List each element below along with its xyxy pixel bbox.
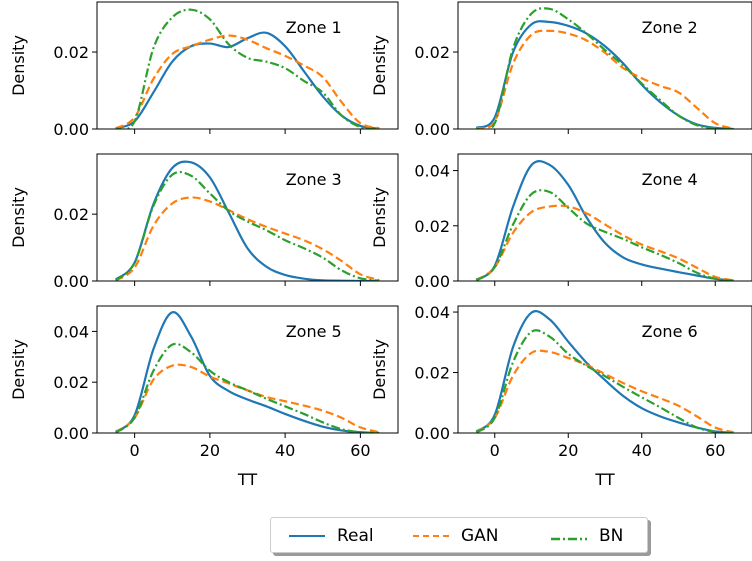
panel-title: Zone 4: [642, 170, 698, 189]
panel-title: Zone 2: [642, 18, 698, 37]
axes-frame: [96, 153, 399, 282]
series-line-real: [475, 160, 734, 281]
legend-item-bn: BN: [551, 525, 623, 547]
y-axis-label: Density: [9, 35, 28, 96]
legend-label-real: Real: [337, 526, 374, 546]
x-axis-label: TT: [594, 470, 614, 489]
series-line-real: [475, 20, 734, 129]
series-group: [475, 7, 734, 129]
legend-label-bn: BN: [599, 526, 624, 546]
x-axis-label: TT: [237, 470, 257, 489]
axes-frame: [457, 153, 752, 282]
axes-frame: [457, 305, 752, 434]
y-axis-label: Density: [370, 35, 389, 96]
y-tick-label: 0.02: [414, 43, 450, 62]
x-tick-label: 40: [632, 441, 652, 460]
series-line-gan: [475, 29, 734, 129]
panel-zone-4: 0.00 0.02 0.04 Density Zone 4: [370, 153, 752, 291]
y-tick-label: 0.02: [414, 217, 450, 236]
axes-frame: [96, 305, 399, 434]
y-tick-label: 0.00: [53, 120, 89, 139]
y-tick-label: 0.00: [414, 272, 450, 291]
y-axis-label: Density: [9, 187, 28, 248]
y-tick-label: 0.04: [414, 162, 450, 181]
y-tick-label: 0.04: [414, 303, 450, 322]
series-line-gan: [475, 349, 734, 433]
y-tick-label: 0.00: [53, 272, 89, 291]
panel-zone-6: 0.00 0.02 0.04 Density Zone 6 0 20 40 60 TT: [370, 303, 752, 489]
series-group: [475, 160, 734, 281]
series-group: [475, 310, 734, 433]
series-line-real: [115, 311, 380, 433]
panel-title: Zone 6: [642, 322, 698, 341]
axes-frame: [457, 1, 752, 130]
panel-zone-1: 0.00 0.02 Density Zone 1: [9, 1, 399, 139]
y-tick-label: 0.02: [414, 364, 450, 383]
series-line-bn: [475, 189, 734, 281]
x-tick-label: 40: [275, 441, 295, 460]
series-line-gan: [115, 363, 380, 433]
series-line-bn: [115, 342, 380, 433]
y-tick-label: 0.02: [53, 373, 89, 392]
x-tick-label: 60: [350, 441, 370, 460]
legend-swatch-bn-svg: [551, 537, 587, 541]
x-tick-label: 20: [558, 441, 578, 460]
series-line-gan: [115, 196, 380, 281]
series-line-bn: [476, 7, 734, 129]
y-tick-label: 0.02: [53, 43, 89, 62]
series-group: [115, 311, 380, 433]
x-tick-label: 0: [130, 441, 140, 460]
y-tick-label: 0.00: [414, 424, 450, 443]
legend: Real GAN BN: [270, 517, 648, 553]
panel-zone-3: 0.00 0.02 Density Zone 3: [9, 153, 399, 291]
panel-title: Zone 1: [286, 18, 342, 37]
series-line-gan: [115, 34, 380, 129]
legend-swatch-real: [289, 535, 325, 537]
legend-item-gan: GAN: [413, 525, 499, 547]
series-line-bn: [115, 170, 380, 281]
x-tick-label: 0: [490, 441, 500, 460]
y-axis-label: Density: [9, 339, 28, 400]
y-axis-label: Density: [370, 339, 389, 400]
panel-zone-2: 0.00 0.02 Density Zone 2: [370, 1, 752, 139]
series-line-bn: [115, 8, 380, 129]
legend-swatch-gan: [413, 535, 449, 537]
legend-label-gan: GAN: [461, 526, 499, 546]
series-line-gan: [475, 204, 734, 281]
y-tick-label: 0.00: [53, 424, 89, 443]
legend-item-real: Real: [289, 525, 374, 547]
series-group: [115, 8, 380, 129]
y-axis-label: Density: [370, 187, 389, 248]
y-tick-label: 0.00: [414, 120, 450, 139]
panel-title: Zone 5: [286, 322, 342, 341]
x-tick-label: 60: [705, 441, 725, 460]
series-line-real: [115, 31, 380, 129]
y-tick-label: 0.04: [53, 322, 89, 341]
axes-frame: [96, 1, 399, 130]
panel-zone-5: 0.00 0.02 0.04 Density Zone 5 0 20 40 60 TT: [9, 305, 399, 489]
panel-title: Zone 3: [286, 170, 342, 189]
y-tick-label: 0.02: [53, 205, 89, 224]
x-tick-label: 20: [200, 441, 220, 460]
series-line-bn: [475, 329, 734, 433]
